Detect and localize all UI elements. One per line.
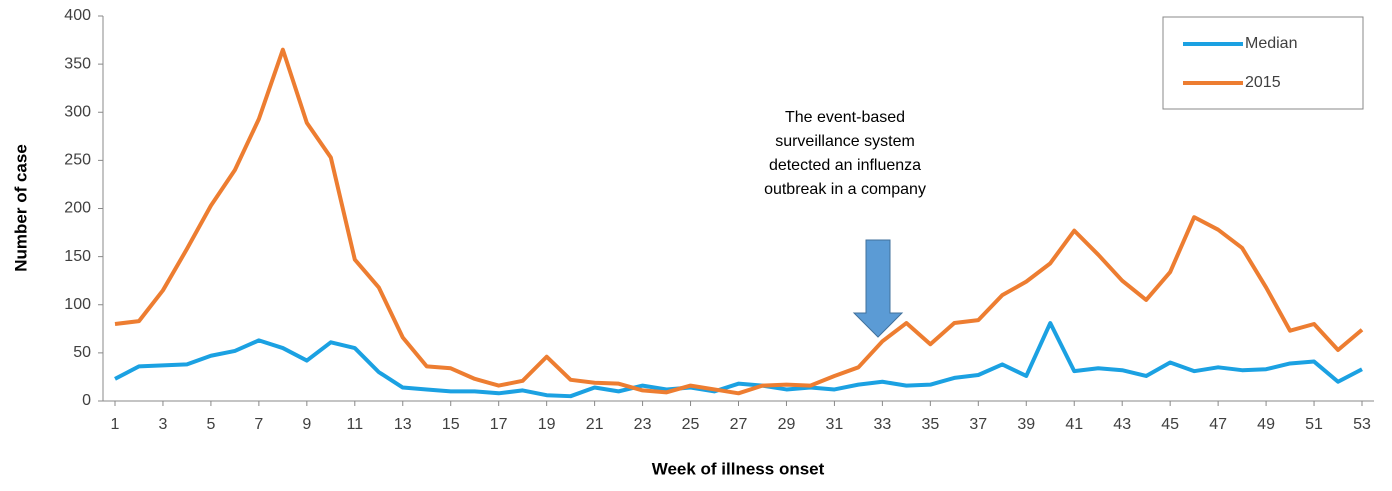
- x-tick-label: 1: [111, 416, 120, 433]
- y-tick-label: 200: [64, 200, 91, 217]
- x-tick-label: 17: [490, 416, 508, 433]
- x-tick-label: 9: [302, 416, 311, 433]
- x-tick-label: 39: [1017, 416, 1035, 433]
- y-tick-label: 350: [64, 55, 91, 72]
- x-tick-label: 51: [1305, 416, 1323, 433]
- series-line: [114, 321, 1363, 399]
- y-tick-label: 0: [82, 392, 91, 409]
- y-tick-label: 300: [64, 103, 91, 120]
- x-tick-label: 11: [346, 416, 363, 433]
- x-tick-label: 43: [1113, 416, 1131, 433]
- x-tick-label: 31: [826, 416, 844, 433]
- x-tick-label: 21: [586, 416, 604, 433]
- arrow: [852, 239, 904, 338]
- x-tick-label: 29: [778, 416, 796, 433]
- x-tick-label: 33: [873, 416, 891, 433]
- x-tick-label: 19: [538, 416, 556, 433]
- y-tick-label: 400: [64, 7, 91, 24]
- x-tick-label: 13: [394, 416, 412, 433]
- x-tick-label: 23: [634, 416, 652, 433]
- annotation: outbreak in a company: [764, 181, 926, 198]
- x-tick-label: 45: [1161, 416, 1179, 433]
- x-tick-label: 35: [921, 416, 939, 433]
- x-tick-label: 37: [969, 416, 987, 433]
- series-line: [114, 47, 1364, 396]
- x-axis-label: Week of illness onset: [652, 459, 825, 478]
- y-tick-label: 250: [64, 152, 91, 169]
- x-tick-label: 5: [206, 416, 215, 433]
- annotation: surveillance system: [775, 133, 915, 150]
- x-tick-label: 27: [730, 416, 748, 433]
- x-tick-label: 7: [254, 416, 263, 433]
- annotation: The event-based: [785, 109, 905, 126]
- annotation: detected an influenza: [769, 157, 921, 174]
- x-tick-label: 15: [442, 416, 460, 433]
- x-tick-label: 25: [682, 416, 700, 433]
- y-tick-label: 100: [64, 296, 91, 313]
- legend-label: 2015: [1245, 74, 1281, 91]
- x-tick-label: 47: [1209, 416, 1227, 433]
- x-tick-label: 53: [1353, 416, 1371, 433]
- y-tick-label: 150: [64, 248, 91, 265]
- legend-box: [1162, 16, 1364, 110]
- y-tick-label: 50: [73, 344, 91, 361]
- x-tick-label: 3: [158, 416, 167, 433]
- x-tick-label: 41: [1065, 416, 1083, 433]
- y-axis-label: Number of case: [11, 144, 30, 272]
- legend-label: Median: [1245, 35, 1297, 52]
- x-tick-label: 49: [1257, 416, 1275, 433]
